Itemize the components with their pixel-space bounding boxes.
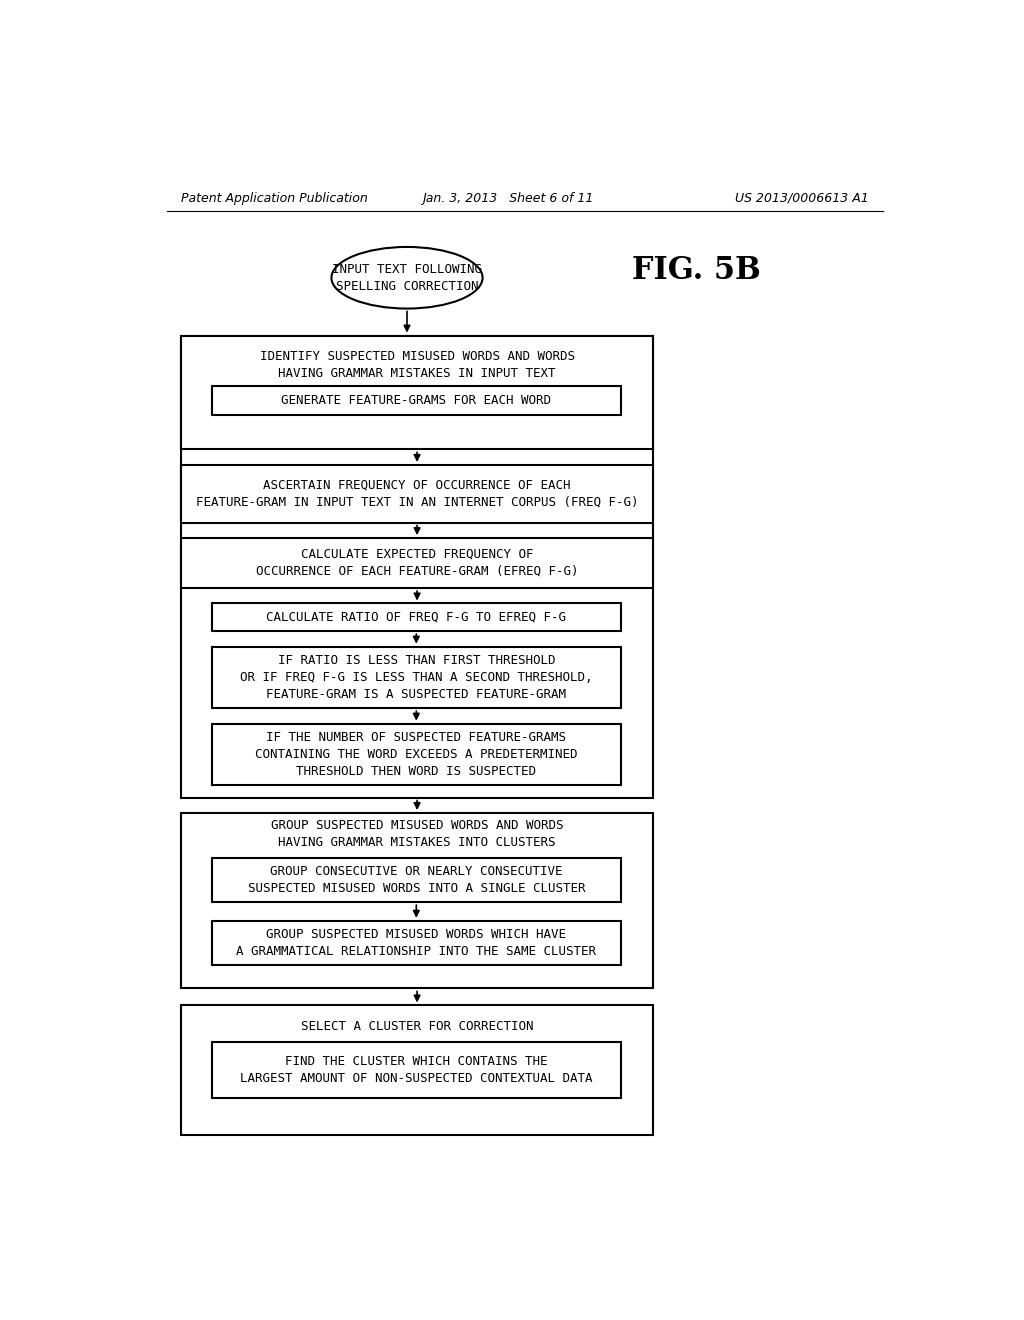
Text: GROUP SUSPECTED MISUSED WORDS AND WORDS
HAVING GRAMMAR MISTAKES INTO CLUSTERS: GROUP SUSPECTED MISUSED WORDS AND WORDS …: [270, 820, 563, 850]
Ellipse shape: [332, 247, 482, 309]
Bar: [180, 465, 653, 523]
Bar: [180, 335, 653, 449]
Text: US 2013/0006613 A1: US 2013/0006613 A1: [735, 191, 869, 205]
Bar: [212, 858, 621, 903]
Bar: [212, 603, 621, 631]
Text: SELECT A CLUSTER FOR CORRECTION: SELECT A CLUSTER FOR CORRECTION: [301, 1020, 534, 1034]
Bar: [180, 1006, 653, 1135]
Text: GROUP CONSECUTIVE OR NEARLY CONSECUTIVE
SUSPECTED MISUSED WORDS INTO A SINGLE CL: GROUP CONSECUTIVE OR NEARLY CONSECUTIVE …: [248, 865, 585, 895]
Text: GENERATE FEATURE-GRAMS FOR EACH WORD: GENERATE FEATURE-GRAMS FOR EACH WORD: [282, 393, 551, 407]
Text: ASCERTAIN FREQUENCY OF OCCURRENCE OF EACH
FEATURE-GRAM IN INPUT TEXT IN AN INTER: ASCERTAIN FREQUENCY OF OCCURRENCE OF EAC…: [196, 478, 638, 508]
Text: Jan. 3, 2013   Sheet 6 of 11: Jan. 3, 2013 Sheet 6 of 11: [423, 191, 594, 205]
Text: CALCULATE EXPECTED FREQUENCY OF
OCCURRENCE OF EACH FEATURE-GRAM (EFREQ F-G): CALCULATE EXPECTED FREQUENCY OF OCCURREN…: [256, 548, 579, 578]
Text: IDENTIFY SUSPECTED MISUSED WORDS AND WORDS
HAVING GRAMMAR MISTAKES IN INPUT TEXT: IDENTIFY SUSPECTED MISUSED WORDS AND WOR…: [259, 350, 574, 380]
Bar: [180, 335, 653, 797]
Bar: [212, 385, 621, 414]
Text: GROUP SUSPECTED MISUSED WORDS WHICH HAVE
A GRAMMATICAL RELATIONSHIP INTO THE SAM: GROUP SUSPECTED MISUSED WORDS WHICH HAVE…: [237, 928, 596, 958]
Text: CALCULATE RATIO OF FREQ F-G TO EFREQ F-G: CALCULATE RATIO OF FREQ F-G TO EFREQ F-G: [266, 611, 566, 624]
Text: Patent Application Publication: Patent Application Publication: [180, 191, 368, 205]
Text: INPUT TEXT FOLLOWING
SPELLING CORRECTION: INPUT TEXT FOLLOWING SPELLING CORRECTION: [332, 263, 482, 293]
Bar: [212, 647, 621, 708]
Text: FIG. 5B: FIG. 5B: [632, 255, 761, 285]
Bar: [212, 723, 621, 785]
Bar: [180, 813, 653, 989]
Bar: [180, 539, 653, 589]
Bar: [212, 921, 621, 965]
Bar: [212, 1043, 621, 1098]
Text: FIND THE CLUSTER WHICH CONTAINS THE
LARGEST AMOUNT OF NON-SUSPECTED CONTEXTUAL D: FIND THE CLUSTER WHICH CONTAINS THE LARG…: [240, 1055, 593, 1085]
Text: IF THE NUMBER OF SUSPECTED FEATURE-GRAMS
CONTAINING THE WORD EXCEEDS A PREDETERM: IF THE NUMBER OF SUSPECTED FEATURE-GRAMS…: [255, 731, 578, 777]
Text: IF RATIO IS LESS THAN FIRST THRESHOLD
OR IF FREQ F-G IS LESS THAN A SECOND THRES: IF RATIO IS LESS THAN FIRST THRESHOLD OR…: [240, 653, 593, 701]
